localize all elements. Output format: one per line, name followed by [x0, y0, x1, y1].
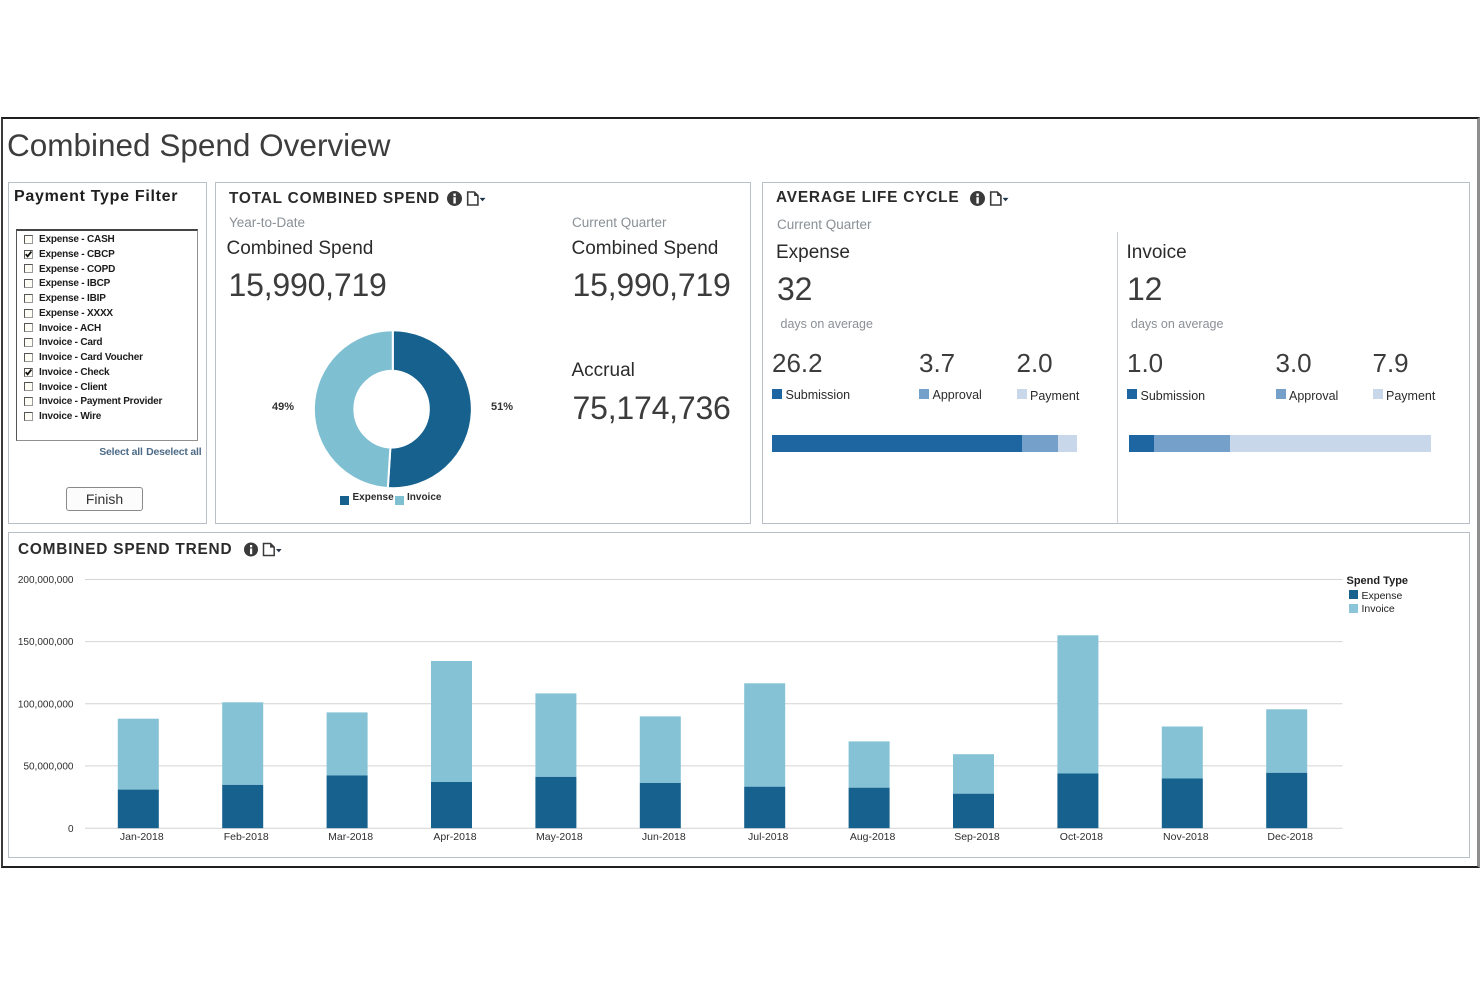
svg-text:200,000,000: 200,000,000 — [18, 575, 74, 586]
svg-text:150,000,000: 150,000,000 — [18, 637, 74, 648]
svg-text:Dec-2018: Dec-2018 — [1267, 831, 1313, 843]
svg-text:Mar-2018: Mar-2018 — [328, 831, 373, 843]
svg-text:Aug-2018: Aug-2018 — [850, 831, 896, 843]
svg-text:0: 0 — [68, 824, 74, 835]
svg-text:Jul-2018: Jul-2018 — [748, 831, 788, 843]
svg-text:Jun-2018: Jun-2018 — [642, 831, 686, 843]
svg-text:Feb-2018: Feb-2018 — [224, 831, 269, 843]
svg-text:Jan-2018: Jan-2018 — [120, 831, 164, 843]
svg-text:Sep-2018: Sep-2018 — [954, 831, 1000, 843]
svg-text:Apr-2018: Apr-2018 — [433, 831, 476, 843]
svg-text:100,000,000: 100,000,000 — [18, 699, 74, 710]
svg-text:50,000,000: 50,000,000 — [23, 762, 73, 773]
svg-text:Nov-2018: Nov-2018 — [1163, 831, 1209, 843]
svg-text:May-2018: May-2018 — [536, 831, 583, 843]
svg-text:Oct-2018: Oct-2018 — [1060, 831, 1103, 843]
